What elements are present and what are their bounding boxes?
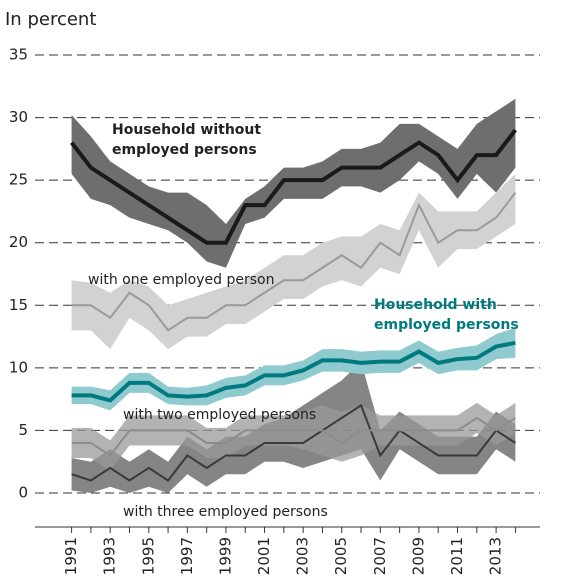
series-label: with three employed persons <box>123 504 328 520</box>
y-tick-label: 25 <box>9 171 28 189</box>
y-tick-label: 0 <box>18 484 28 502</box>
y-tick-label: 10 <box>9 358 28 376</box>
series-line <box>71 416 516 457</box>
y-tick-label: 30 <box>9 108 28 126</box>
y-tick-label: 20 <box>9 233 28 251</box>
x-tick-label: 2003 <box>294 537 312 575</box>
confidence-band <box>71 173 516 350</box>
chart-subtitle: In percent <box>5 9 96 30</box>
series-line <box>70 128 517 245</box>
series-label: Household without employed persons <box>112 122 262 158</box>
series-label: with one employed person <box>88 272 275 288</box>
y-tick-label: 35 <box>9 46 28 64</box>
series-line <box>71 340 516 403</box>
x-tick-label: 2001 <box>255 537 273 575</box>
x-tick-label: 1999 <box>216 537 234 575</box>
x-tick-label: 2009 <box>409 537 427 575</box>
series-label: with two employed persons <box>123 407 317 423</box>
x-tick-label: 2013 <box>487 537 505 575</box>
series-line <box>71 403 516 482</box>
y-tick-label: 15 <box>9 296 28 314</box>
series-line <box>71 192 517 332</box>
x-tick-label: 1993 <box>101 537 119 575</box>
series-label: Household with employed persons <box>374 297 519 333</box>
x-tick-label: 1997 <box>178 537 196 575</box>
confidence-band <box>71 327 516 411</box>
y-tick-label: 5 <box>18 421 28 439</box>
x-tick-label: 2005 <box>332 537 350 575</box>
x-tick-label: 1995 <box>139 537 157 575</box>
x-tick-label: 2007 <box>371 537 389 575</box>
x-tick-label: 2011 <box>448 537 466 575</box>
x-tick-label: 1991 <box>62 537 80 575</box>
confidence-band <box>71 402 516 471</box>
